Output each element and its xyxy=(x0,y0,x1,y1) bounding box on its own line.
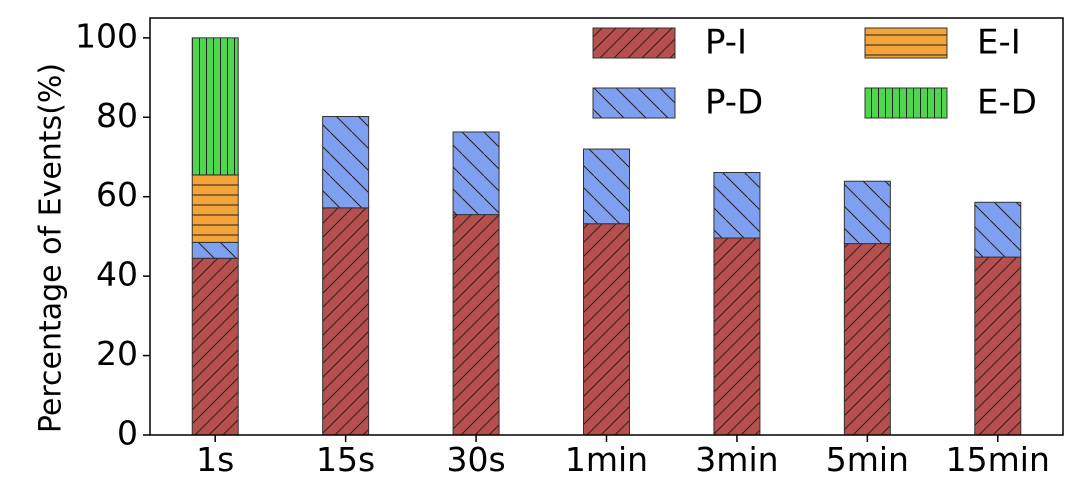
bar-hatch-p-d-15min xyxy=(974,201,1022,258)
y-tick-label-0: 0 xyxy=(117,414,138,453)
x-tick-label-30s: 30s xyxy=(446,440,505,479)
x-tick-label-1min: 1min xyxy=(565,440,648,479)
bar-hatch-p-i-1s xyxy=(191,257,239,436)
legend-swatch-hatch-p-d xyxy=(592,87,676,119)
y-tick-label-20: 20 xyxy=(96,334,138,373)
x-tick-label-15s: 15s xyxy=(316,440,375,479)
bar-hatch-p-i-3min xyxy=(713,237,761,436)
bar-hatch-p-d-5min xyxy=(843,180,891,245)
bar-hatch-p-i-15min xyxy=(974,256,1022,436)
x-tick-label-15min: 15min xyxy=(946,440,1050,479)
y-tick-label-60: 60 xyxy=(96,175,138,214)
x-tick-label-1s: 1s xyxy=(196,440,234,479)
bar-hatch-p-i-30s xyxy=(452,214,500,436)
x-tick-label-3min: 3min xyxy=(695,440,778,479)
bar-hatch-e-d-1s xyxy=(191,37,239,176)
bar-hatch-p-d-1min xyxy=(583,148,630,225)
bar-hatch-p-d-30s xyxy=(452,131,500,216)
y-tick-label-100: 100 xyxy=(75,16,138,55)
axes: 0 20 40 60 80 100 1s 15s 30s 1min 3min 5min 15min xyxy=(75,16,1064,479)
legend: P-I P-D E-I E-D xyxy=(592,23,1037,123)
legend-label-e-i: E-I xyxy=(977,23,1021,63)
bar-hatch-p-i-15s xyxy=(322,207,370,436)
bar-hatch-e-i-1s xyxy=(191,174,239,243)
bar-hatch-p-d-1s xyxy=(191,241,239,259)
legend-swatch-hatch-e-d xyxy=(864,87,948,119)
legend-label-e-d: E-D xyxy=(977,83,1037,123)
bar-hatch-p-i-5min xyxy=(843,243,891,436)
bar-hatch-p-d-15s xyxy=(322,115,370,209)
y-tick-label-80: 80 xyxy=(96,96,138,135)
bar-hatch-p-i-1min xyxy=(583,223,630,436)
legend-swatch-hatch-e-i xyxy=(864,27,948,59)
legend-label-p-i: P-I xyxy=(705,23,747,63)
y-tick-label-40: 40 xyxy=(96,255,138,294)
legend-swatch-hatch-p-i xyxy=(592,27,676,59)
bar-hatch-p-d-3min xyxy=(713,171,761,239)
x-tick-label-5min: 5min xyxy=(826,440,909,479)
legend-label-p-d: P-D xyxy=(705,83,763,123)
y-axis-label: Percentage of Events(%) xyxy=(34,63,69,433)
plot-area xyxy=(191,37,1022,436)
